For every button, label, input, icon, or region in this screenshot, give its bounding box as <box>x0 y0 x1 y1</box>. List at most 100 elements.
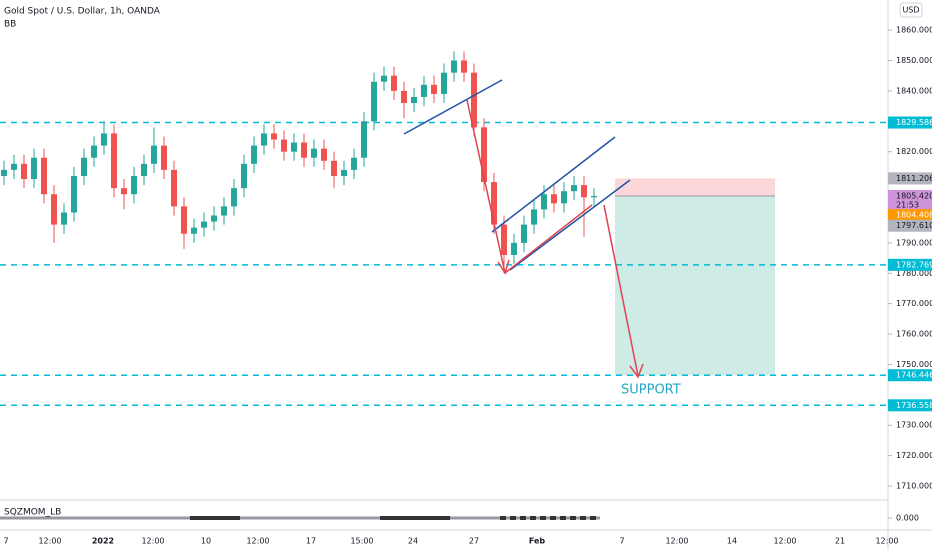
candle-body <box>471 72 477 128</box>
candle-body <box>311 148 317 158</box>
candle-body <box>101 133 107 146</box>
candle-body <box>421 84 427 97</box>
candle-body <box>141 163 147 176</box>
candle-body <box>71 175 77 213</box>
x-tick-label: 2022 <box>92 537 114 546</box>
stop-zone <box>615 178 775 196</box>
price-label: 1811.206 <box>896 174 932 183</box>
candle-body <box>221 206 227 216</box>
level-label-box <box>888 399 932 412</box>
level-label-box <box>888 258 932 271</box>
arrow-head <box>629 363 644 379</box>
candle-body <box>581 185 587 198</box>
candle-body <box>381 75 387 82</box>
candle-body <box>151 145 157 164</box>
x-tick-label: 12:00 <box>773 537 796 546</box>
target-zone <box>615 195 775 376</box>
level-label: 1746.446 <box>896 371 932 380</box>
indicator-label: BB <box>4 20 16 30</box>
candle-body <box>131 175 137 195</box>
price-label-box <box>888 172 932 185</box>
trend-line <box>403 79 503 135</box>
candle-body <box>191 227 197 234</box>
level-label: 1829.586 <box>896 118 932 127</box>
candle-body <box>461 60 467 73</box>
candle-body <box>31 157 37 180</box>
candle-body <box>21 163 27 180</box>
candle-body <box>411 96 417 104</box>
candle-body <box>171 169 177 207</box>
y-tick-label: 1850.000 <box>896 56 932 65</box>
path-arrow <box>603 204 639 377</box>
candle-body <box>81 157 87 176</box>
candle-body <box>291 142 297 152</box>
y-tick-label: 1790.000 <box>896 238 932 247</box>
level-label: 1782.769 <box>896 260 932 269</box>
y-tick-label: 1750.000 <box>896 360 932 369</box>
y-tick-label: 1730.000 <box>896 421 932 430</box>
currency: USD <box>902 6 919 15</box>
countdown: 21:53 <box>896 200 919 209</box>
candle-body <box>531 209 537 225</box>
price-label: 1804.408 <box>896 211 932 220</box>
candle-body <box>441 72 447 94</box>
candle-body <box>331 160 337 176</box>
candle-body <box>201 221 207 228</box>
candle-body <box>211 215 217 222</box>
x-tick-label: 14 <box>727 537 737 546</box>
candle-body <box>161 145 167 170</box>
y-tick-label: 1710.000 <box>896 482 932 491</box>
candle-body <box>341 169 347 176</box>
candle-body <box>251 145 257 164</box>
oscillator-value: 0.000 <box>896 514 919 523</box>
candle-body <box>351 157 357 170</box>
y-tick-label: 1760.000 <box>896 330 932 339</box>
x-tick-label: 12:00 <box>875 537 898 546</box>
candle-body <box>91 145 97 158</box>
x-tick-label: 17 <box>306 537 316 546</box>
candle-body <box>181 206 187 234</box>
candle-body <box>551 194 557 204</box>
x-tick-label: Feb <box>529 537 546 546</box>
x-tick-label: 12:00 <box>665 537 688 546</box>
candle-body <box>241 163 247 189</box>
candle-body <box>121 188 127 195</box>
x-tick-label: 7 <box>3 537 8 546</box>
x-tick-label: 21 <box>835 537 845 546</box>
y-tick-label: 1770.000 <box>896 299 932 308</box>
candle-body <box>521 224 527 243</box>
candle-body <box>511 242 517 256</box>
candle-body <box>391 75 397 91</box>
candle-body <box>1 169 7 176</box>
x-tick-label: 7 <box>619 537 624 546</box>
candle-body <box>541 194 547 210</box>
currency-box <box>899 2 923 18</box>
y-tick-label: 1720.000 <box>896 451 932 460</box>
y-tick-label: 1860.000 <box>896 26 932 35</box>
candle-body <box>321 148 327 161</box>
x-tick-label: 12:00 <box>141 537 164 546</box>
x-tick-label: 12:00 <box>246 537 269 546</box>
candle-body <box>591 195 597 198</box>
candle-body <box>361 121 367 158</box>
price-label: 1805.420 <box>896 191 932 200</box>
candle-body <box>261 133 267 146</box>
candle-body <box>481 127 487 183</box>
candle-body <box>111 133 117 189</box>
y-tick-label: 1820.000 <box>896 147 932 156</box>
x-tick-label: 10 <box>201 537 211 546</box>
y-tick-label: 1780.000 <box>896 269 932 278</box>
oscillator-name: SQZMOM_LB <box>4 508 61 518</box>
price-label-box <box>888 219 932 232</box>
x-tick-label: 12:00 <box>38 537 61 546</box>
candle-body <box>301 142 307 158</box>
channel-line <box>491 136 616 233</box>
candle-body <box>271 133 277 140</box>
arrow-head <box>497 259 510 275</box>
candle-body <box>281 139 287 152</box>
price-label-box <box>888 189 932 212</box>
price-label-box <box>888 209 932 222</box>
y-tick-label: 1840.000 <box>896 86 932 95</box>
drawings <box>403 79 644 379</box>
